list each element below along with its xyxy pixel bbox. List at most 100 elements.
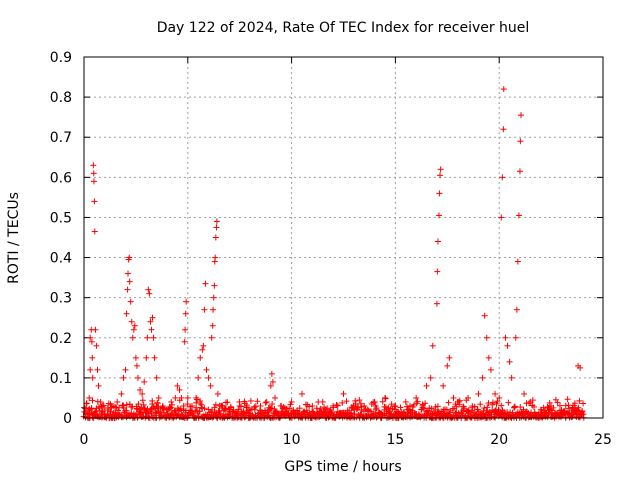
data-point [506,358,513,365]
axis-ticks: 0 0.1 0.2 0.3 0.4 0.5 0.6 0.7 0.8 0.9 0 5 10 15 20 25 [50,50,612,448]
data-point [268,370,275,377]
data-point [182,310,189,317]
data-point [450,394,457,401]
y-tick-label: 0.6 [50,170,72,186]
data-point [141,378,148,385]
data-point [148,326,155,333]
data-point [144,334,151,341]
data-point [134,374,141,381]
data-point [123,310,130,317]
data-point [133,362,140,369]
data-point [201,306,208,313]
data-point [208,334,215,341]
data-point [309,402,316,409]
data-point [125,270,132,277]
data-point [86,394,93,401]
data-point [87,366,94,373]
data-point [213,218,220,225]
data-point [199,346,206,353]
data-point [137,386,144,393]
data-point [517,112,524,119]
data-point [515,212,522,219]
x-tick-label: 5 [183,432,192,448]
data-point [88,338,95,345]
y-tick-label: 0.7 [50,130,72,146]
data-point [444,362,451,369]
data-point [382,394,389,401]
data-point [205,374,212,381]
data-point [89,354,96,361]
data-point [129,334,136,341]
data-point [151,354,158,361]
data-point [132,354,139,361]
data-point [210,294,217,301]
x-tick-label: 10 [283,432,301,448]
data-point [203,366,210,373]
data-point [436,190,443,197]
y-tick-label: 0.8 [50,90,72,106]
data-point [487,366,494,373]
data-point [513,306,520,313]
data-point [502,334,509,341]
data-point [127,298,134,305]
data-point [200,342,207,349]
data-point [139,390,146,397]
data-point [437,166,444,173]
data-point [517,138,524,145]
data-point [146,290,153,297]
data-point [90,162,97,169]
y-axis-label: ROTI / TECUs [6,192,22,284]
data-point [124,286,131,293]
data-point [483,334,490,341]
data-point [271,394,278,401]
data-point [90,170,97,177]
data-point [440,382,447,389]
data-point [195,374,202,381]
data-point [114,398,121,405]
y-tick-label: 0.9 [50,50,72,66]
data-point [500,126,507,133]
y-tick-label: 0 [63,411,72,427]
data-point [434,268,441,275]
data-point [437,172,444,179]
chart-title: Day 122 of 2024, Rate Of TEC Index for r… [157,20,530,36]
y-tick-label: 0.5 [50,210,72,226]
data-point [214,390,221,397]
data-point [197,354,204,361]
data-point [92,326,99,333]
data-point [496,394,503,401]
data-point [87,334,94,341]
data-point [361,402,368,409]
data-point [413,394,420,401]
data-point [514,258,521,265]
data-point [153,374,160,381]
x-axis-label: GPS time / hours [284,459,401,475]
data-point [168,398,175,405]
data-point [210,306,217,313]
data-point [298,390,305,397]
data-point [176,386,183,393]
data-point [150,334,157,341]
data-point [213,224,220,231]
data-point [145,286,152,293]
data-point [423,382,430,389]
x-tick-label: 0 [80,432,89,448]
data-point [181,338,188,345]
data-point [212,254,219,261]
low-roti-band [80,395,587,421]
x-tick-label: 25 [594,432,612,448]
data-point [155,394,162,401]
data-point [267,382,274,389]
data-point [147,318,154,325]
data-point [130,326,137,333]
x-tick-label: 20 [490,432,508,448]
data-point [120,374,127,381]
data-point [207,382,214,389]
data-point [521,390,528,397]
data-point [402,398,409,405]
data-point [91,198,98,205]
data-point [209,322,216,329]
data-point [118,390,125,397]
data-point [504,342,511,349]
data-point [126,278,133,285]
